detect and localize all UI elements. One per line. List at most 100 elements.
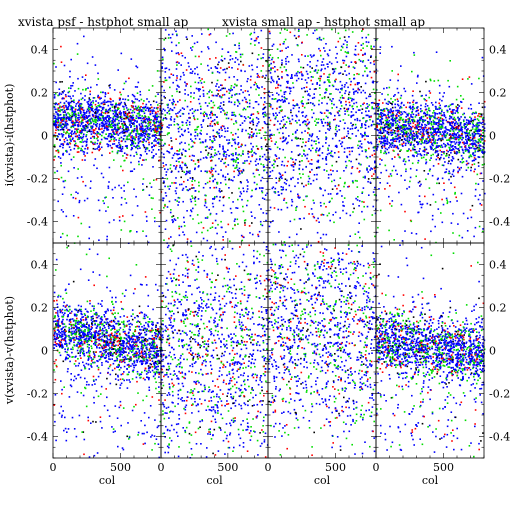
data-point <box>214 66 217 68</box>
data-point <box>141 164 143 166</box>
data-point <box>237 136 239 138</box>
data-point <box>373 107 375 110</box>
data-point <box>292 169 295 171</box>
data-point <box>476 123 479 125</box>
data-point <box>385 169 388 172</box>
data-point <box>92 131 94 133</box>
data-point <box>74 113 76 115</box>
data-point <box>214 152 217 154</box>
data-point <box>189 109 192 111</box>
data-point <box>483 127 486 129</box>
data-point <box>242 210 245 213</box>
data-point <box>374 39 377 41</box>
data-point <box>67 143 70 146</box>
data-point <box>411 120 414 123</box>
data-point <box>215 186 218 189</box>
data-point <box>422 138 424 140</box>
data-point <box>57 117 59 119</box>
data-point <box>235 159 237 162</box>
data-point <box>218 89 220 92</box>
data-point <box>141 115 143 117</box>
data-point <box>87 105 90 108</box>
data-point <box>355 197 357 200</box>
data-point <box>327 147 329 150</box>
data-point <box>249 160 252 163</box>
data-point <box>216 181 219 184</box>
data-point <box>68 134 70 137</box>
data-point <box>261 197 264 199</box>
data-point <box>253 31 256 34</box>
data-point <box>206 229 209 232</box>
data-point <box>274 191 277 193</box>
data-point <box>171 219 173 221</box>
data-point <box>463 141 465 143</box>
data-point <box>152 155 155 157</box>
data-point <box>80 141 82 143</box>
data-point <box>234 61 236 63</box>
data-point <box>441 146 444 148</box>
data-point <box>186 105 189 108</box>
data-point <box>155 126 157 129</box>
data-point <box>339 37 341 40</box>
data-point <box>116 151 119 154</box>
data-point <box>337 40 340 43</box>
data-point <box>79 130 81 132</box>
data-point <box>124 145 127 147</box>
data-point <box>231 114 233 116</box>
data-point <box>182 231 184 233</box>
data-point <box>390 108 392 110</box>
data-point <box>365 110 367 113</box>
data-point <box>318 166 320 169</box>
data-point <box>138 160 140 163</box>
data-point <box>136 153 138 156</box>
data-point <box>311 213 314 215</box>
data-point <box>53 159 55 161</box>
data-point <box>355 111 357 114</box>
data-point <box>162 108 165 110</box>
data-point <box>216 183 219 185</box>
data-point <box>150 104 152 106</box>
data-point <box>210 160 212 162</box>
data-point <box>71 133 73 135</box>
data-point <box>298 110 300 113</box>
data-point <box>248 94 250 96</box>
data-point <box>472 145 474 148</box>
data-point <box>367 59 370 61</box>
data-point <box>263 88 266 90</box>
data-point <box>304 144 307 147</box>
data-point <box>63 116 66 119</box>
data-point <box>210 166 213 169</box>
data-point <box>274 70 276 73</box>
data-point <box>222 236 224 238</box>
data-point <box>364 124 367 127</box>
data-point <box>425 103 427 105</box>
data-point <box>220 127 223 130</box>
data-point <box>387 126 390 129</box>
data-point <box>98 113 101 116</box>
data-point <box>69 117 71 119</box>
data-point <box>370 56 372 58</box>
data-point <box>114 123 117 126</box>
data-point <box>172 154 175 157</box>
data-point <box>53 123 55 125</box>
data-point <box>318 154 321 157</box>
data-point <box>172 220 175 222</box>
data-point <box>329 81 331 84</box>
data-point <box>111 106 114 108</box>
data-point <box>85 134 88 136</box>
data-point <box>237 198 239 201</box>
data-point <box>221 158 224 161</box>
data-point <box>139 90 141 93</box>
data-point <box>350 160 352 163</box>
data-point <box>109 152 111 154</box>
data-point <box>296 104 299 106</box>
data-point <box>250 148 253 150</box>
data-point <box>259 155 261 158</box>
data-point <box>455 105 457 108</box>
data-point <box>149 121 151 124</box>
data-point <box>439 119 442 122</box>
data-point <box>373 45 375 48</box>
data-point <box>366 103 368 105</box>
data-point <box>314 69 317 71</box>
data-point <box>285 127 287 129</box>
